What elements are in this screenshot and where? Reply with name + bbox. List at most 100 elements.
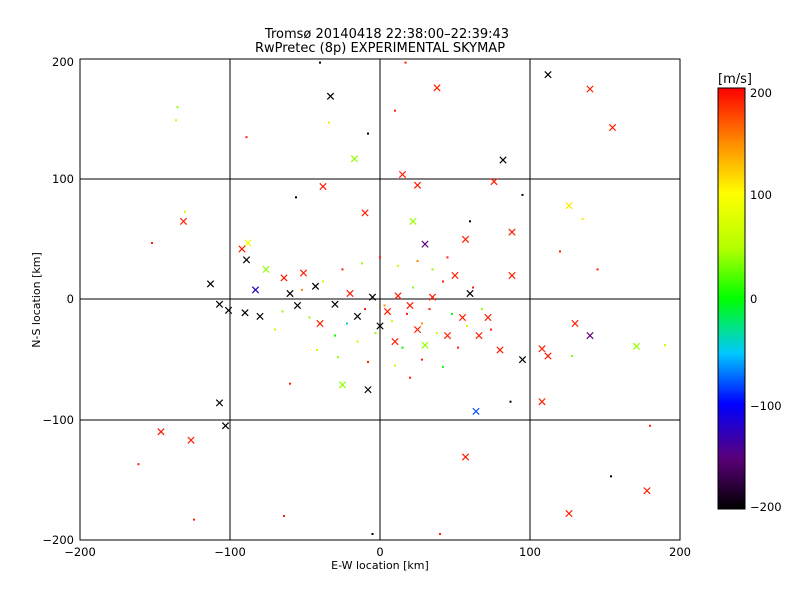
scatter-cross: [398, 170, 407, 179]
scatter-cross: [368, 293, 377, 301]
scatter-cross: [428, 293, 437, 301]
scatter-dot: [295, 196, 297, 199]
x-tick-label: 200: [669, 545, 691, 559]
scatter-dot: [245, 136, 248, 139]
scatter-cross: [451, 271, 459, 280]
scatter-dot: [334, 334, 336, 337]
colorbar-tick-label: −100: [750, 399, 782, 413]
scatter-dot: [521, 193, 524, 196]
scatter-dot: [472, 286, 474, 289]
scatter-dot: [394, 109, 396, 112]
scatter-dot: [439, 533, 441, 535]
scatter-dot: [559, 250, 561, 253]
scatter-dot: [322, 280, 324, 283]
colorbar-tick-label: −200: [750, 500, 782, 514]
scatter-cross: [326, 92, 335, 100]
scatter-cross: [538, 345, 546, 353]
scatter-cross: [361, 209, 369, 217]
scatter-dot: [466, 325, 468, 327]
scatter-cross: [241, 309, 249, 317]
scatter-cross: [224, 306, 233, 314]
scatter-cross: [544, 352, 552, 360]
scatter-dot: [151, 242, 153, 244]
scatter-dot: [412, 286, 414, 289]
scatter-dot: [316, 349, 318, 351]
scatter-dot: [361, 262, 363, 265]
scatter-dot: [509, 400, 512, 403]
scatter-dot: [289, 382, 291, 385]
scatter-dot: [596, 268, 599, 271]
scatter-cross: [458, 313, 467, 322]
scatter-cross: [496, 346, 504, 354]
scatter-cross: [316, 319, 324, 328]
scatter-cross: [350, 155, 359, 163]
scatter-cross: [565, 509, 573, 518]
scatter-dot: [137, 463, 140, 466]
scatter-dot: [451, 312, 453, 315]
colorbar-gradient: [717, 87, 746, 510]
x-tick-labels: −200 −100 0 100 200: [64, 545, 691, 559]
scatter-dot: [328, 121, 330, 124]
y-tick-label: 100: [52, 172, 74, 186]
scatter-dot: [391, 320, 393, 323]
scatter-dot: [416, 260, 419, 262]
scatter-cross: [238, 245, 246, 253]
scatter-dot: [664, 344, 666, 347]
scatter-dot: [193, 518, 195, 521]
scatter-cross: [461, 453, 470, 461]
scatter-cross: [409, 217, 417, 225]
scatter-cross: [383, 307, 392, 316]
y-axis-label: N-S location [km]: [30, 252, 43, 348]
scatter-dot: [397, 264, 399, 267]
scatter-dot: [374, 332, 377, 335]
scatter-cross: [179, 217, 188, 225]
scatter-cross: [518, 356, 527, 364]
y-tick-label: −200: [42, 533, 74, 547]
scatter-dot: [610, 475, 612, 478]
scatter-dot: [337, 356, 339, 359]
scatter-cross: [215, 399, 224, 407]
scatter-dot: [442, 365, 444, 368]
scatter-cross: [466, 289, 474, 298]
scatter-cross: [394, 292, 402, 300]
scatter-cross: [472, 407, 480, 415]
scatter-cross: [364, 386, 372, 394]
scatter-dot: [649, 424, 651, 427]
scatter-dot: [581, 217, 584, 220]
scatter-cross: [508, 271, 516, 280]
y-tick-label: 0: [67, 292, 74, 306]
scatter-cross: [484, 313, 492, 322]
scatter-cross: [508, 228, 516, 236]
scatter-dot: [371, 533, 374, 535]
scatter-dot: [341, 268, 344, 271]
scatter-dot: [301, 288, 303, 291]
scatter-cross: [206, 280, 215, 288]
scatter-cross: [413, 181, 422, 189]
chart-subtitle: RwPretec (8p) EXPERIMENTAL SKYMAP: [255, 41, 505, 56]
colorbar-tick-label: 200: [750, 86, 772, 100]
scatter-cross: [311, 282, 320, 290]
scatter-cross: [632, 342, 641, 351]
scatter-cross: [565, 202, 573, 210]
scatter-dot: [184, 210, 186, 213]
scatter-dot: [481, 308, 483, 311]
scatter-cross: [421, 341, 429, 349]
scatter-cross: [280, 274, 288, 282]
scatter-dot: [176, 106, 179, 109]
scatter-cross: [251, 286, 260, 294]
scatter-dot: [406, 312, 408, 315]
scatter-cross: [376, 322, 384, 330]
scatter-dot: [401, 346, 404, 349]
x-tick-label: −200: [64, 545, 96, 559]
scatter-dot: [283, 515, 285, 517]
scatter-cross: [571, 319, 579, 328]
scatter-cross: [538, 398, 546, 406]
scatter-dot: [442, 280, 444, 283]
scatter-dot: [367, 132, 369, 135]
scatter-cross: [242, 256, 251, 264]
scatter-cross: [461, 235, 470, 243]
scatter-cross: [421, 240, 429, 248]
colorbar-tick-label: 100: [750, 188, 772, 202]
y-tick-label: 200: [52, 55, 74, 69]
